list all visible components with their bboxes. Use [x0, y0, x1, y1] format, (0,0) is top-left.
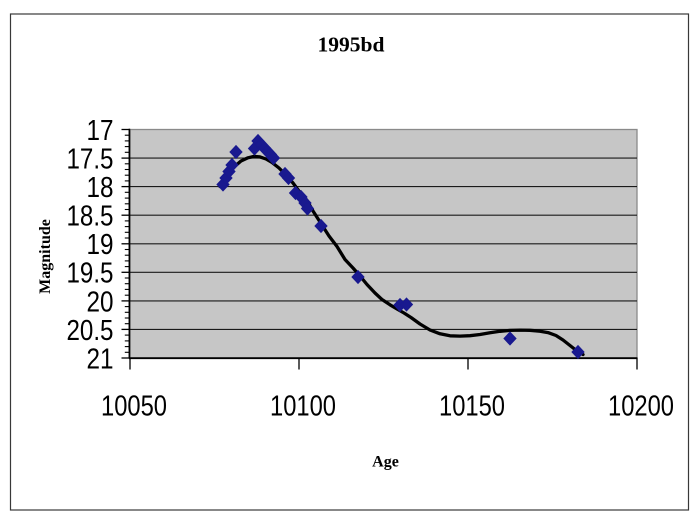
svg-text:10200: 10200	[608, 391, 674, 423]
svg-text:20.5: 20.5	[67, 315, 114, 347]
svg-text:17.5: 17.5	[67, 144, 114, 176]
svg-text:Age: Age	[372, 454, 399, 471]
svg-text:19: 19	[87, 229, 114, 261]
svg-text:21: 21	[87, 343, 114, 375]
svg-text:10100: 10100	[270, 391, 336, 423]
svg-text:19.5: 19.5	[67, 258, 114, 290]
svg-text:10050: 10050	[101, 391, 167, 423]
svg-text:20: 20	[87, 286, 114, 318]
svg-text:Magnitude: Magnitude	[37, 219, 54, 294]
svg-text:10150: 10150	[439, 391, 505, 423]
svg-text:18: 18	[87, 172, 114, 204]
svg-text:1995bd: 1995bd	[318, 33, 385, 57]
svg-text:18.5: 18.5	[67, 201, 114, 233]
svg-text:17: 17	[87, 115, 114, 147]
